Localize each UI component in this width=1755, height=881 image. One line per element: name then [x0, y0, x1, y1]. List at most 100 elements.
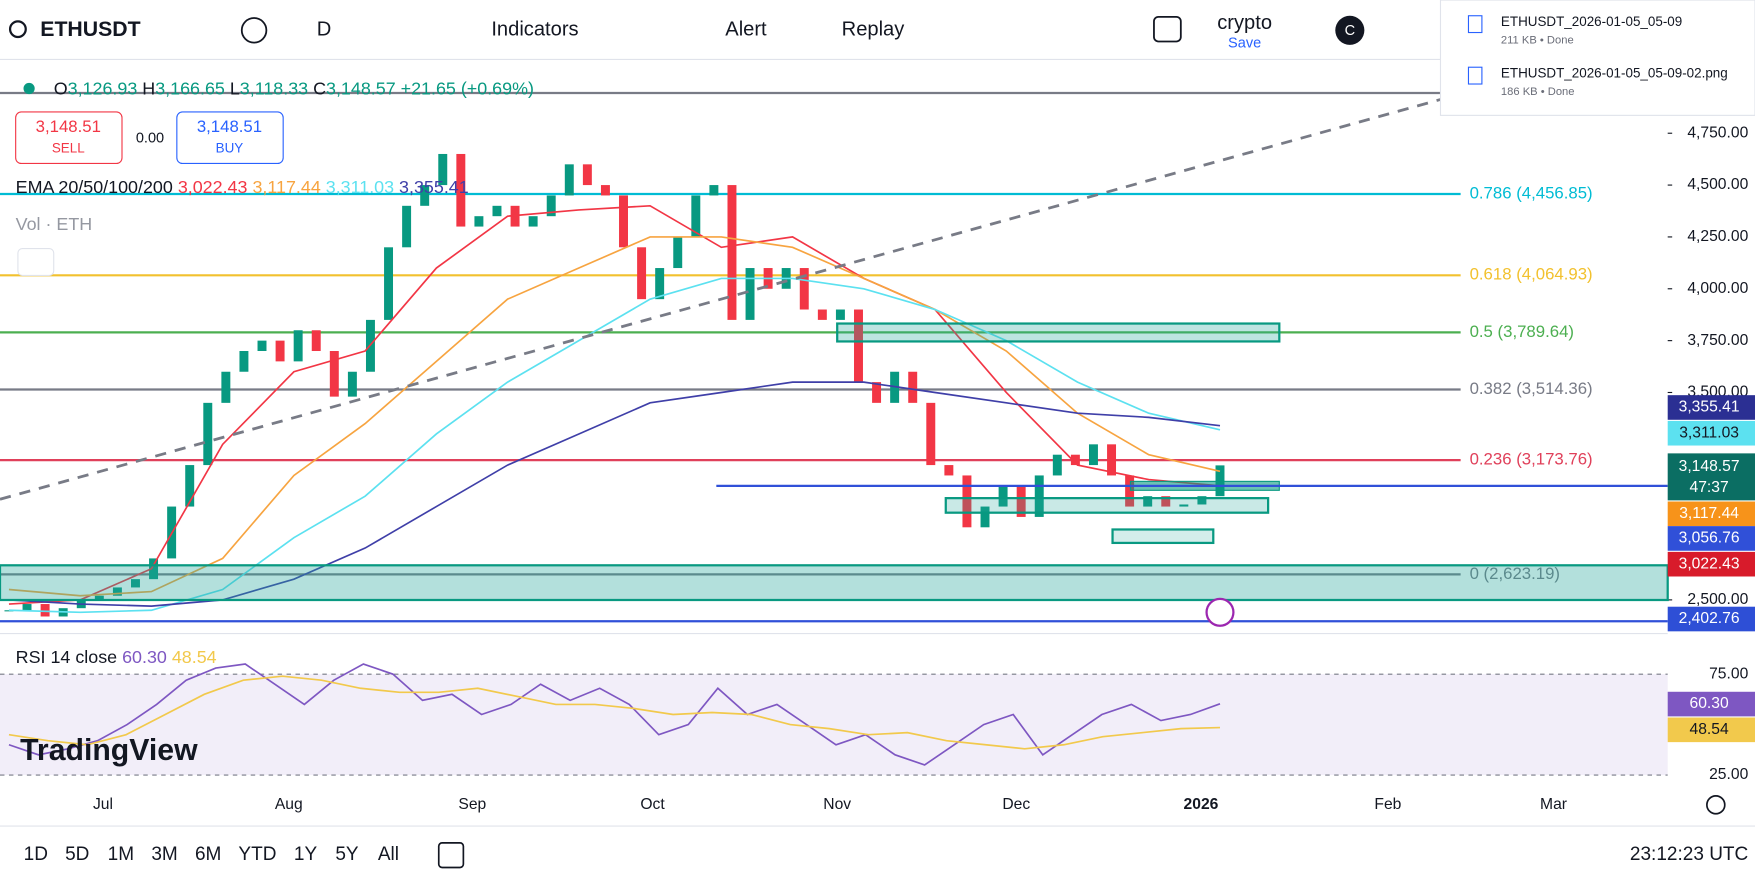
candle: [1215, 465, 1225, 497]
candle: [691, 195, 701, 237]
fib-label: 0 (2,623.19): [1470, 564, 1560, 583]
search-icon[interactable]: [8, 20, 27, 39]
range-button[interactable]: 5D: [65, 844, 89, 865]
range-button[interactable]: All: [378, 844, 399, 865]
change: +21.65 (+0.69%): [401, 78, 534, 98]
ema-value: 3,117.44: [252, 177, 320, 197]
zone: [1111, 528, 1215, 545]
price-label: 3,022.43: [1679, 555, 1740, 572]
rsi-band: [0, 674, 1668, 776]
candle: [817, 309, 827, 320]
candle: [745, 268, 755, 320]
price-label: 3,311.03: [1679, 424, 1739, 441]
add-icon[interactable]: [240, 17, 268, 44]
rsi-tick-label: 75.00: [1709, 665, 1748, 682]
candle: [131, 579, 140, 588]
rsi-value: 60.30: [122, 647, 167, 667]
range-button[interactable]: 6M: [195, 844, 221, 865]
layout-name[interactable]: crypto: [1217, 12, 1272, 34]
candle: [474, 216, 484, 227]
rsi-ma-line: [8, 675, 1221, 750]
range-button[interactable]: 1M: [108, 844, 134, 865]
candle: [203, 402, 213, 466]
download-name[interactable]: ETHUSDT_2026-01-05_05-09-02.png: [1501, 65, 1728, 80]
sell-label: SELL: [52, 140, 85, 155]
download-name[interactable]: ETHUSDT_2026-01-05_05-09: [1501, 14, 1682, 29]
candle: [257, 340, 267, 352]
range-bar: 1D 5D 1M 3M 6M YTD 1Y 5Y All: [24, 844, 399, 865]
rsi-line: [8, 663, 1221, 766]
interval[interactable]: D: [317, 19, 332, 41]
candle: [727, 185, 737, 320]
candle: [980, 506, 990, 528]
rsi-legend: RSI 14 close 60.30 48.54: [16, 647, 217, 667]
settings-icon[interactable]: [1706, 795, 1726, 815]
buy-label: BUY: [216, 140, 244, 155]
avatar[interactable]: [1335, 15, 1365, 45]
alert-icon[interactable]: [1205, 597, 1235, 627]
fib-label: 0.236 (3,173.76): [1470, 450, 1593, 469]
rsi-label: 60.30: [1690, 695, 1729, 712]
high: 3,166.65: [155, 78, 225, 98]
price-label: 3,148.57: [1679, 458, 1740, 475]
price-label: 3,355.41: [1679, 399, 1740, 416]
range-button[interactable]: 3M: [151, 844, 177, 865]
ema-value: 3,022.43: [178, 177, 248, 197]
x-tick-label: Feb: [1374, 796, 1401, 813]
candle: [1070, 454, 1080, 466]
price-label-box: [1667, 606, 1755, 632]
plot: 2,500.003,500.003,750.004,000.004,250.00…: [0, 124, 1749, 783]
candle: [872, 382, 882, 403]
range-button[interactable]: 5Y: [335, 844, 359, 865]
y-tick-label: 4,250.00: [1687, 228, 1748, 245]
sell-button[interactable]: [15, 111, 123, 165]
rsi-ma-value: 48.54: [172, 647, 217, 667]
rsi-label-box: [1667, 717, 1755, 743]
date-range-icon[interactable]: [437, 842, 465, 869]
x-tick-label: Jul: [93, 796, 113, 813]
candle: [1107, 444, 1117, 476]
ema-value: 3,311.03: [326, 177, 394, 197]
ema-line: [8, 204, 1221, 605]
candle: [1016, 485, 1026, 517]
candle: [329, 351, 339, 397]
symbol[interactable]: ETHUSDT: [40, 17, 140, 41]
candle: [40, 604, 50, 617]
candle: [347, 371, 357, 397]
y-tick-label: 3,750.00: [1687, 332, 1748, 349]
rsi-label-box: [1667, 691, 1755, 717]
candle: [149, 558, 159, 580]
label: L: [230, 78, 240, 98]
fib-label: 0.5 (3,789.64): [1470, 322, 1574, 341]
x-tick-label: Nov: [823, 796, 851, 813]
range-button[interactable]: 1Y: [294, 844, 318, 865]
zone: [944, 497, 1270, 514]
replay-button[interactable]: Replay: [842, 19, 906, 41]
buy-price: 3,148.51: [197, 117, 262, 136]
candle: [799, 268, 809, 310]
alert-button[interactable]: Alert: [725, 19, 767, 41]
candle: [637, 247, 647, 300]
price-label-box: [1667, 453, 1755, 501]
sell-price: 3,148.51: [36, 117, 101, 136]
indicators-button[interactable]: Indicators: [491, 19, 578, 41]
layout-icon[interactable]: [1153, 15, 1182, 43]
range-button[interactable]: 1D: [24, 844, 48, 865]
save-button[interactable]: Save: [1228, 36, 1261, 52]
avatar-letter: C: [1345, 23, 1356, 39]
spread: 0.00: [136, 131, 164, 147]
fib-label: 0.618 (4,064.93): [1470, 265, 1593, 284]
range-button[interactable]: YTD: [238, 844, 276, 865]
ema-value: 3,355.41: [399, 177, 469, 197]
candle: [275, 340, 285, 362]
low: 3,118.33: [240, 78, 308, 98]
rsi-label: 48.54: [1690, 721, 1729, 738]
status-dot: [23, 82, 35, 95]
candle: [185, 465, 195, 507]
y-tick-label: 4,500.00: [1687, 176, 1748, 193]
candle: [1197, 496, 1207, 505]
buy-button[interactable]: [176, 111, 284, 165]
price-label-box: [1667, 526, 1755, 551]
collapse-button[interactable]: [17, 247, 55, 276]
ema-line: [8, 277, 1221, 614]
